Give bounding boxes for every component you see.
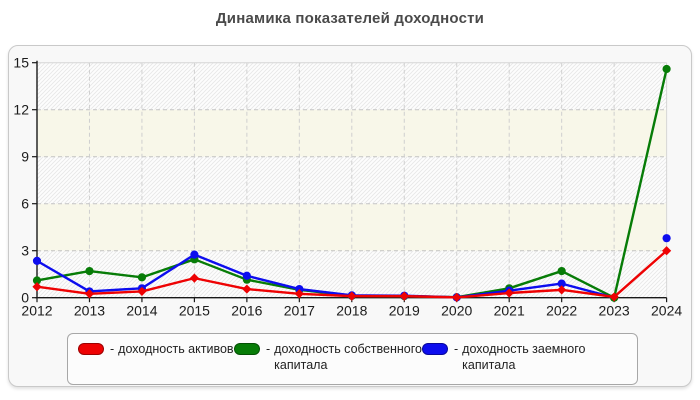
svg-text:12: 12 bbox=[13, 102, 29, 118]
svg-text:2016: 2016 bbox=[231, 303, 262, 319]
legend-separator: - bbox=[266, 342, 271, 356]
svg-text:2018: 2018 bbox=[336, 303, 367, 319]
legend-label-assets: доходность активов bbox=[118, 342, 234, 356]
svg-text:2022: 2022 bbox=[546, 303, 577, 319]
legend-swatch-green bbox=[234, 343, 260, 355]
svg-text:2012: 2012 bbox=[21, 303, 52, 319]
svg-text:2021: 2021 bbox=[494, 303, 525, 319]
legend-item-assets: - доходность активов bbox=[78, 342, 234, 358]
chart-title: Динамика показателей доходности bbox=[215, 10, 485, 27]
legend-label-equity: доходность собственного капитала bbox=[274, 342, 422, 372]
legend-swatch-blue bbox=[422, 343, 448, 355]
svg-text:2024: 2024 bbox=[651, 303, 682, 319]
svg-text:3: 3 bbox=[21, 243, 29, 259]
svg-text:15: 15 bbox=[13, 55, 29, 71]
legend-item-borrowed: - доходность заемного капитала bbox=[422, 342, 622, 373]
svg-text:2014: 2014 bbox=[126, 303, 157, 319]
chart-canvas: 0 3 6 9 12 15 2012 2013 2014 2015 2016 2017 2018 2019… bbox=[13, 55, 682, 319]
legend-separator: - bbox=[110, 342, 115, 356]
svg-text:2017: 2017 bbox=[284, 303, 315, 319]
chart-legend: - доходность активов - доходность собств… bbox=[67, 333, 638, 385]
svg-text:0: 0 bbox=[21, 290, 29, 306]
svg-text:2013: 2013 bbox=[74, 303, 105, 319]
svg-text:2015: 2015 bbox=[179, 303, 210, 319]
svg-text:2019: 2019 bbox=[389, 303, 420, 319]
svg-text:6: 6 bbox=[21, 196, 29, 212]
svg-text:9: 9 bbox=[21, 149, 29, 165]
legend-swatch-red bbox=[78, 343, 104, 355]
legend-label-borrowed: доходность заемного капитала bbox=[462, 342, 586, 372]
svg-text:2020: 2020 bbox=[441, 303, 472, 319]
legend-item-equity: - доходность собственного капитала bbox=[234, 342, 422, 373]
legend-separator: - bbox=[454, 342, 459, 356]
svg-text:2023: 2023 bbox=[599, 303, 630, 319]
